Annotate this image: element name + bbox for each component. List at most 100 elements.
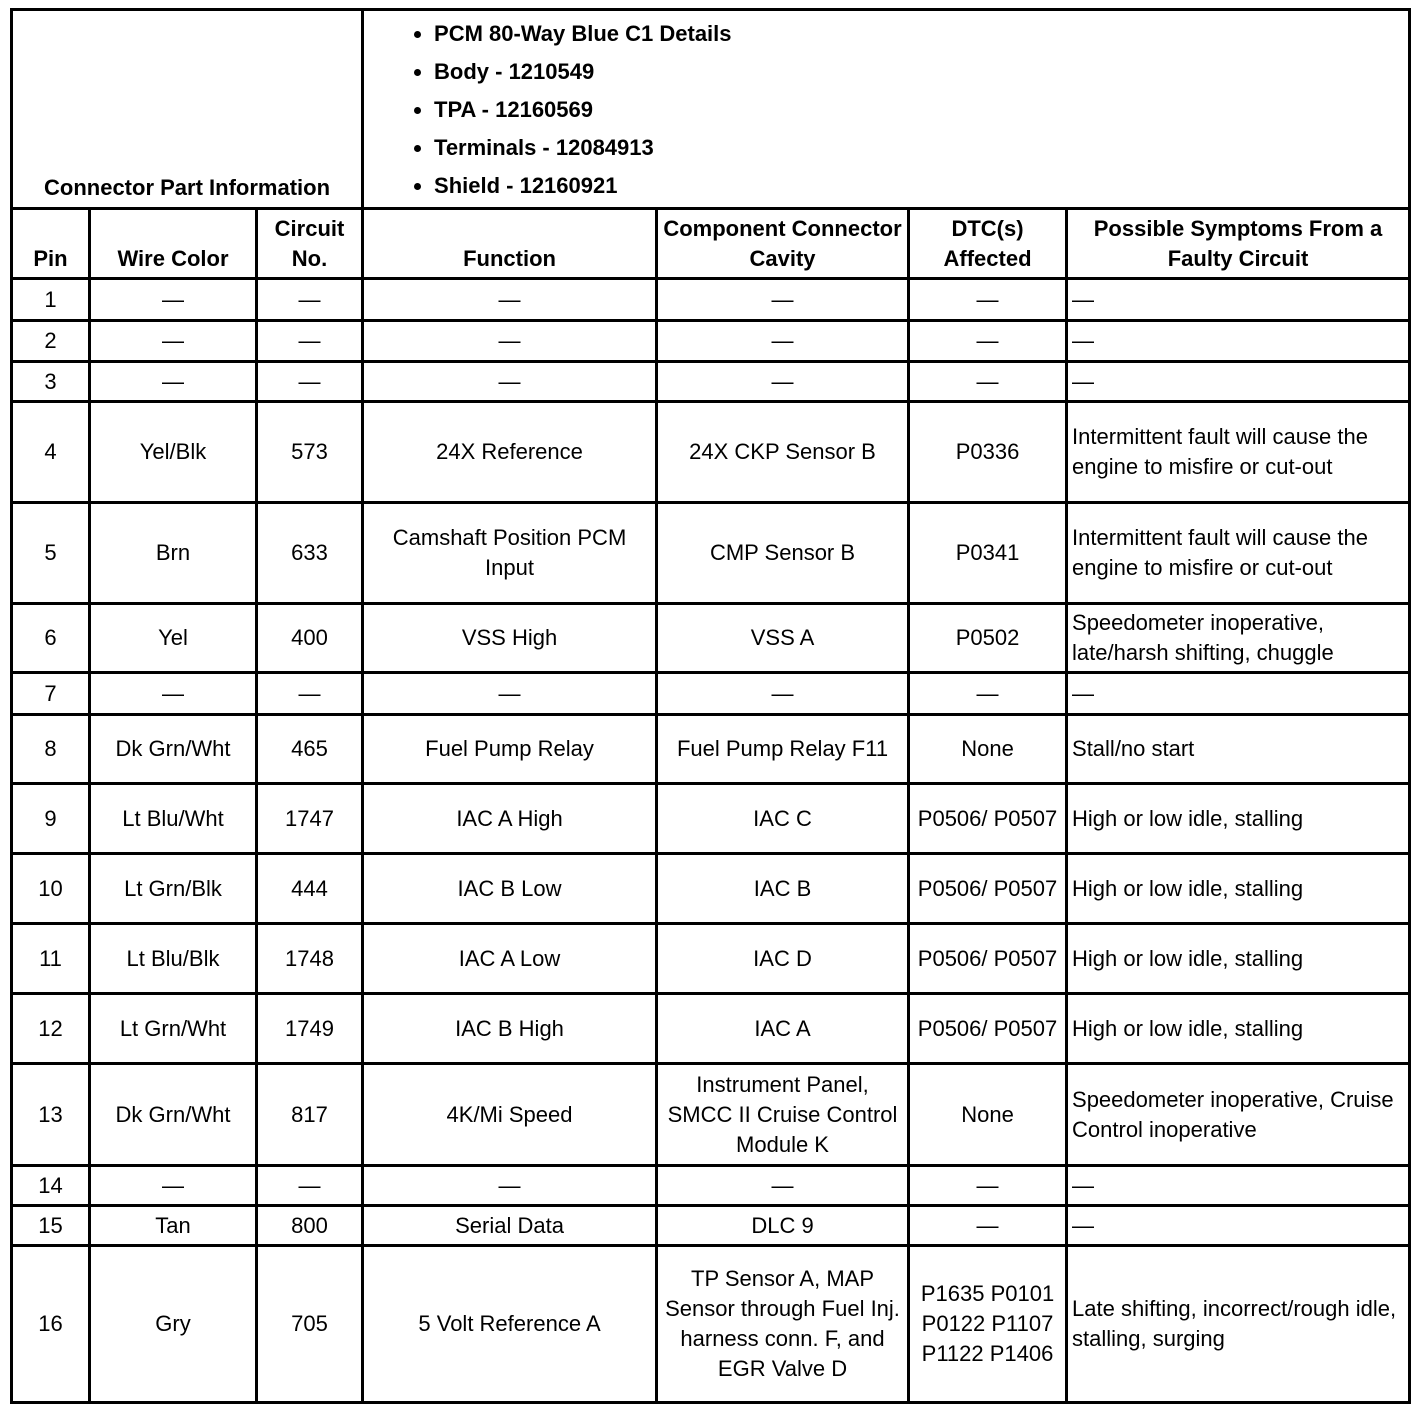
column-header-row: Pin Wire Color Circuit No. Function Componen… xyxy=(10,207,1412,280)
connector-pinout-table: Connector Part Information PCM 80-Way Bl… xyxy=(9,8,1412,1404)
table-row: 1— — — — — — xyxy=(10,277,1412,322)
cell-possible-symptoms: High or low idle, stalling xyxy=(1065,992,1412,1065)
cell-circuit-no: 444 xyxy=(254,852,365,925)
cell-pin: 10 xyxy=(10,852,91,925)
cell-pin: 5 xyxy=(10,501,91,605)
table-row: 14— — — — — — xyxy=(10,1164,1412,1207)
cell-function: 4K/Mi Speed xyxy=(361,1062,659,1167)
cell-function: — xyxy=(361,360,659,403)
cell-wire-color: Yel/Blk xyxy=(88,400,258,504)
connector-info-row: Connector Part Information PCM 80-Way Bl… xyxy=(9,8,1412,210)
cell-wire-color: Lt Blu/Blk xyxy=(88,922,258,995)
table-row: 12 Lt Grn/Wht 1749 IAC B High IAC A P0506/ P0… xyxy=(10,992,1412,1065)
table-row: 15 Tan 800 Serial Data DLC 9— — xyxy=(10,1204,1412,1247)
cell-function: IAC B Low xyxy=(361,852,659,925)
column-header-possible-symptoms: Possible Symptoms From a Faulty Circuit xyxy=(1065,207,1412,280)
cell-pin: 6 xyxy=(10,602,91,674)
cell-component-connector-cavity: — xyxy=(655,1164,911,1207)
cell-circuit-no: — xyxy=(254,671,365,716)
cell-possible-symptoms: High or low idle, stalling xyxy=(1065,782,1412,855)
cell-dtc-affected: None xyxy=(907,1062,1069,1167)
cell-pin: 7 xyxy=(10,671,91,716)
cell-function: IAC A High xyxy=(361,782,659,855)
cell-component-connector-cavity: IAC D xyxy=(655,922,911,995)
table-row: 6 Yel 400 VSS High VSS A P0502 Speedometer ino… xyxy=(10,602,1412,674)
connector-detail-item: Body - 1210549 xyxy=(434,53,1407,91)
cell-circuit-no: — xyxy=(254,360,365,403)
table-row: 2— — — — — — xyxy=(10,319,1412,363)
cell-circuit-no: — xyxy=(254,319,365,363)
cell-function: 24X Reference xyxy=(361,400,659,504)
cell-function: — xyxy=(361,671,659,716)
cell-possible-symptoms: — xyxy=(1065,360,1412,403)
cell-pin: 9 xyxy=(10,782,91,855)
cell-component-connector-cavity: — xyxy=(655,360,911,403)
cell-wire-color: Dk Grn/Wht xyxy=(88,1062,258,1167)
cell-pin: 2 xyxy=(10,319,91,363)
cell-possible-symptoms: High or low idle, stalling xyxy=(1065,922,1412,995)
cell-pin: 15 xyxy=(10,1204,91,1247)
cell-wire-color: — xyxy=(88,277,258,322)
cell-possible-symptoms: — xyxy=(1065,319,1412,363)
cell-circuit-no: 573 xyxy=(254,400,365,504)
cell-function: VSS High xyxy=(361,602,659,674)
cell-component-connector-cavity: IAC A xyxy=(655,992,911,1065)
cell-component-connector-cavity: CMP Sensor B xyxy=(655,501,911,605)
cell-dtc-affected: None xyxy=(907,713,1069,785)
cell-function: 5 Volt Reference A xyxy=(361,1244,659,1404)
cell-function: — xyxy=(361,319,659,363)
cell-possible-symptoms: Intermittent fault will cause the engine… xyxy=(1065,501,1412,605)
cell-wire-color: Gry xyxy=(88,1244,258,1404)
cell-component-connector-cavity: VSS A xyxy=(655,602,911,674)
cell-wire-color: — xyxy=(88,319,258,363)
cell-dtc-affected: — xyxy=(907,1164,1069,1207)
cell-circuit-no: — xyxy=(254,277,365,322)
cell-component-connector-cavity: — xyxy=(655,277,911,322)
cell-wire-color: Brn xyxy=(88,501,258,605)
connector-details: PCM 80-Way Blue C1 DetailsBody - 1210549… xyxy=(361,8,1412,210)
table-row: 16 Gry 705 5 Volt Reference A TP Sensor A, M… xyxy=(10,1244,1412,1404)
cell-pin: 12 xyxy=(10,992,91,1065)
cell-possible-symptoms: Speedometer inoperative, Cruise Control … xyxy=(1065,1062,1412,1167)
cell-dtc-affected: — xyxy=(907,1204,1069,1247)
cell-possible-symptoms: — xyxy=(1065,671,1412,716)
cell-possible-symptoms: Stall/no start xyxy=(1065,713,1412,785)
table-row: 3— — — — — — xyxy=(10,360,1412,403)
cell-pin: 4 xyxy=(10,400,91,504)
table-row: 13 Dk Grn/Wht 817 4K/Mi Speed Instrument Pan… xyxy=(10,1062,1412,1167)
cell-component-connector-cavity: 24X CKP Sensor B xyxy=(655,400,911,504)
table-row: 5 Brn 633 Camshaft Position PCM Input CMP Se… xyxy=(10,501,1412,605)
cell-circuit-no: 1748 xyxy=(254,922,365,995)
cell-dtc-affected: — xyxy=(907,671,1069,716)
cell-component-connector-cavity: — xyxy=(655,319,911,363)
cell-pin: 14 xyxy=(10,1164,91,1207)
cell-possible-symptoms: — xyxy=(1065,1204,1412,1247)
column-header-component-connector-cavity: Component Connector Cavity xyxy=(655,207,911,280)
cell-function: Serial Data xyxy=(361,1204,659,1247)
cell-dtc-affected: P0506/ P0507 xyxy=(907,922,1069,995)
cell-pin: 11 xyxy=(10,922,91,995)
cell-dtc-affected: P0506/ P0507 xyxy=(907,992,1069,1065)
column-header-function: Function xyxy=(361,207,659,280)
cell-dtc-affected: P0341 xyxy=(907,501,1069,605)
table-row: 4 Yel/Blk 573 24X Reference 24X CKP Sensor B… xyxy=(10,400,1412,504)
cell-dtc-affected: P1635 P0101 P0122 P1107 P1122 P1406 xyxy=(907,1244,1069,1404)
cell-circuit-no: 1749 xyxy=(254,992,365,1065)
cell-component-connector-cavity: Fuel Pump Relay F11 xyxy=(655,713,911,785)
cell-function: IAC B High xyxy=(361,992,659,1065)
cell-dtc-affected: — xyxy=(907,277,1069,322)
cell-pin: 13 xyxy=(10,1062,91,1167)
cell-wire-color: Lt Grn/Blk xyxy=(88,852,258,925)
cell-dtc-affected: P0506/ P0507 xyxy=(907,782,1069,855)
cell-component-connector-cavity: IAC B xyxy=(655,852,911,925)
table-row: 7— — — — — — xyxy=(10,671,1412,716)
table-row: 8 Dk Grn/Wht 465 Fuel Pump Relay Fuel Pump R… xyxy=(10,713,1412,785)
cell-component-connector-cavity: IAC C xyxy=(655,782,911,855)
cell-possible-symptoms: — xyxy=(1065,1164,1412,1207)
cell-possible-symptoms: Speedometer inoperative, late/harsh shif… xyxy=(1065,602,1412,674)
cell-wire-color: — xyxy=(88,1164,258,1207)
column-header-circuit-no: Circuit No. xyxy=(254,207,365,280)
cell-dtc-affected: P0336 xyxy=(907,400,1069,504)
cell-circuit-no: 400 xyxy=(254,602,365,674)
column-header-wire-color: Wire Color xyxy=(88,207,258,280)
